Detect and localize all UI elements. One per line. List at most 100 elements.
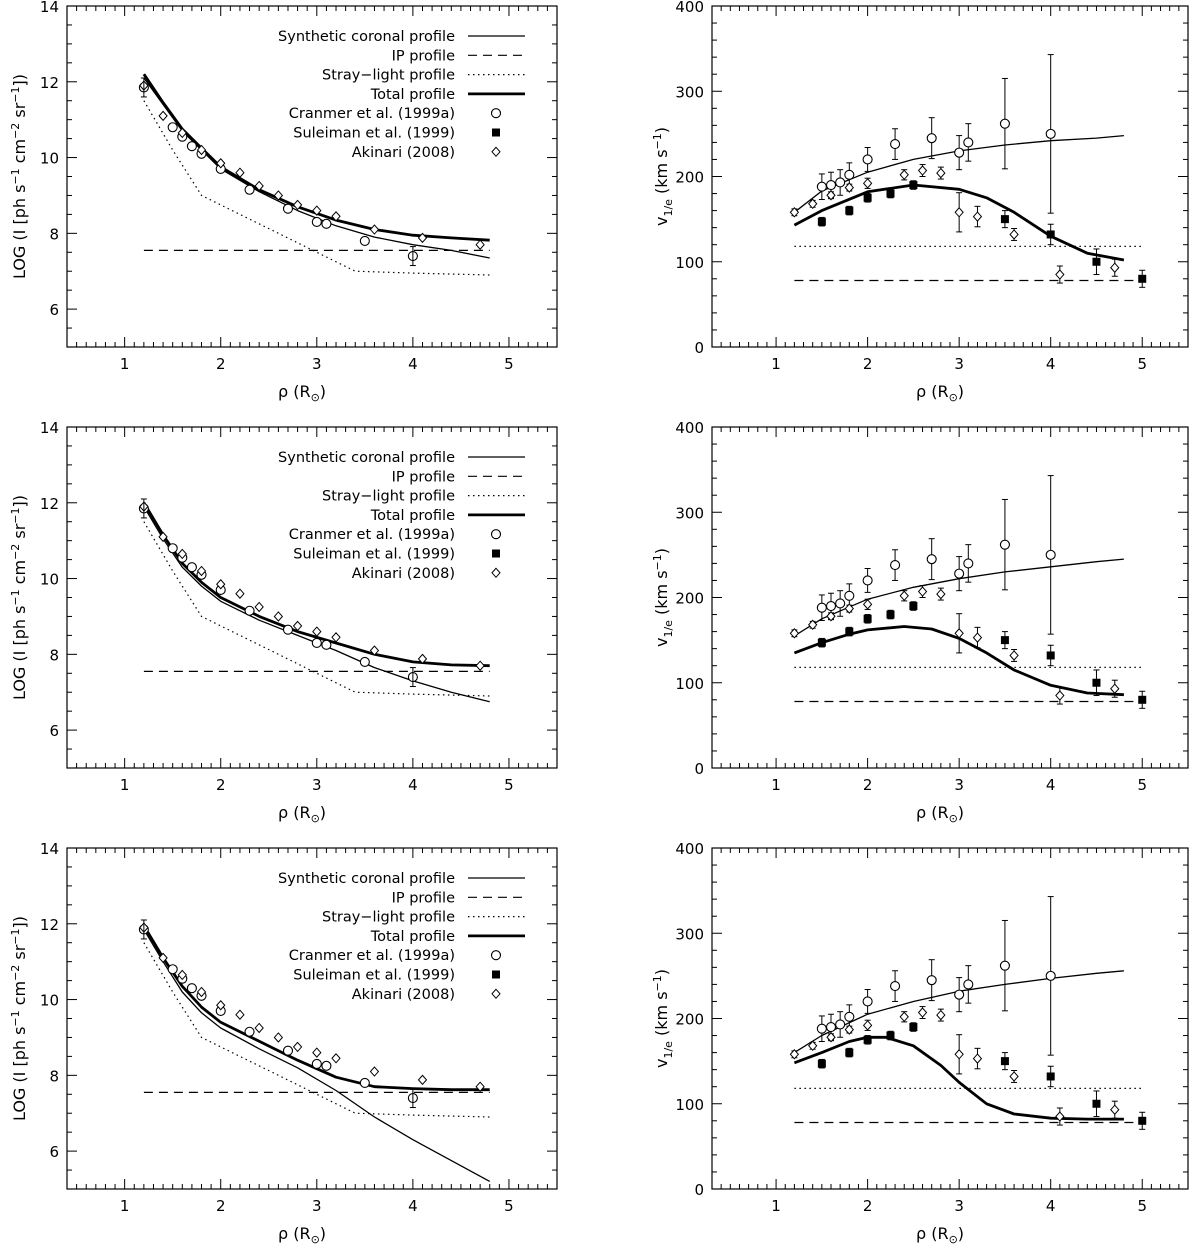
suleiman-point xyxy=(909,1023,918,1032)
x-tick-label: 1 xyxy=(771,1197,781,1215)
cranmer-point xyxy=(825,1021,837,1033)
akinari-point xyxy=(273,1032,284,1043)
sun-symbol-icon: ⊙ xyxy=(949,1233,958,1246)
series-dotted-line xyxy=(143,100,490,276)
akinari-point xyxy=(417,1074,428,1086)
cranmer-point xyxy=(825,600,837,612)
cranmer-point xyxy=(311,637,322,649)
suleiman-point xyxy=(1000,636,1009,645)
cranmer-point xyxy=(954,989,965,1000)
y-tick-label: 8 xyxy=(49,225,59,243)
cranmer-point xyxy=(835,1019,846,1030)
x-axis-label: ρ (R⊙) xyxy=(278,1224,326,1246)
x-tick-label: 5 xyxy=(1137,776,1147,794)
akinari-point xyxy=(216,578,226,590)
akinari-point xyxy=(254,1022,264,1034)
suleiman-point xyxy=(1092,1099,1101,1108)
cranmer-point xyxy=(816,1023,827,1034)
x-tick-label: 5 xyxy=(1137,355,1147,373)
x-tick-label: 2 xyxy=(216,355,226,373)
cranmer-point xyxy=(244,605,255,616)
y-tick-label: 0 xyxy=(694,760,704,778)
x-tick-label: 3 xyxy=(312,1197,322,1215)
suleiman-point xyxy=(1138,695,1147,704)
x-tick-label: 1 xyxy=(120,776,130,794)
akinari-point xyxy=(936,1009,946,1021)
y-axis-label: LOG (I [ph s−1 cm−2 sr−1]) xyxy=(9,916,29,1121)
x-axis-label-text: ρ (R xyxy=(278,803,311,822)
akinari-point xyxy=(789,207,800,218)
cranmer-point xyxy=(999,118,1010,129)
akinari-point xyxy=(369,645,380,656)
legend-label: Cranmer et al. (1999a) xyxy=(289,106,455,122)
suleiman-point xyxy=(886,189,895,198)
akinari-point xyxy=(331,211,341,222)
cranmer-point xyxy=(963,558,974,569)
cranmer-point xyxy=(186,562,197,573)
legend-marker-square xyxy=(492,128,500,137)
akinari-point xyxy=(1009,229,1019,240)
y-axis-label: LOG (I [ph s−1 cm−2 sr−1]) xyxy=(9,495,29,700)
sun-symbol-icon: ⊙ xyxy=(949,812,958,825)
suleiman-point xyxy=(863,1035,872,1044)
y-tick-label: 12 xyxy=(40,495,59,513)
y-tick-label: 300 xyxy=(675,925,704,943)
y-tick-label: 8 xyxy=(49,646,59,664)
cranmer-point xyxy=(844,1011,855,1022)
akinari-point xyxy=(475,239,485,250)
x-axis-label-paren: ) xyxy=(958,803,964,822)
cranmer-point xyxy=(890,981,901,992)
suleiman-point xyxy=(1046,230,1055,239)
sun-symbol-icon: ⊙ xyxy=(949,391,958,404)
akinari-point xyxy=(292,199,303,211)
akinari-point xyxy=(475,1081,485,1092)
cranmer-point xyxy=(186,983,197,994)
cranmer-point xyxy=(359,1077,370,1088)
y-tick-label: 0 xyxy=(694,1181,704,1199)
akinari-point xyxy=(1110,1104,1120,1115)
akinari-point xyxy=(917,165,928,176)
akinari-point xyxy=(235,588,245,599)
y-axis-label: v1/e (km s−1) xyxy=(651,548,675,647)
suleiman-point xyxy=(886,1031,895,1040)
series-solid-line xyxy=(143,506,490,703)
akinari-point xyxy=(235,1009,245,1020)
akinari-point xyxy=(1055,269,1065,280)
cranmer-point xyxy=(999,960,1010,971)
legend-label: Akinari (2008) xyxy=(352,566,455,582)
panel-velocity-3: 1 2 3 4 5 0 100 200 300 400 ρ (R⊙) v1/e (km s−1) xyxy=(651,840,1189,1246)
legend-label: Suleiman et al. (1999) xyxy=(293,968,455,984)
legend-marker-circle xyxy=(490,529,502,540)
suleiman-point xyxy=(1000,215,1009,224)
suleiman-point xyxy=(1000,1057,1009,1066)
akinari-point xyxy=(936,167,946,179)
suleiman-point xyxy=(1092,678,1101,687)
series-dotted-line xyxy=(143,521,490,697)
suleiman-point xyxy=(845,1048,854,1057)
akinari-point xyxy=(1055,690,1065,701)
x-tick-label: 5 xyxy=(504,355,514,373)
cranmer-point xyxy=(816,181,827,192)
series-thick-line xyxy=(793,625,1124,697)
cranmer-point xyxy=(999,539,1010,550)
y-tick-label: 6 xyxy=(49,1143,59,1161)
akinari-point xyxy=(826,1032,836,1043)
cranmer-point xyxy=(359,656,370,667)
x-tick-label: 5 xyxy=(1137,1197,1147,1215)
panel-velocity-2: 1 2 3 4 5 0 100 200 300 400 ρ (R⊙) v1/e (km s−1) xyxy=(651,419,1189,825)
cranmer-point xyxy=(186,141,197,152)
suleiman-point xyxy=(817,638,826,647)
legend-label: Akinari (2008) xyxy=(352,987,455,1003)
cranmer-point xyxy=(321,639,332,650)
akinari-point xyxy=(312,205,322,216)
x-axis-label-paren: ) xyxy=(320,803,326,822)
cranmer-point xyxy=(816,602,827,613)
suleiman-point xyxy=(817,1059,826,1068)
x-tick-label: 3 xyxy=(312,355,322,373)
series-thick-line xyxy=(793,183,1125,262)
y-tick-label: 6 xyxy=(49,301,59,319)
akinari-point xyxy=(475,660,485,671)
